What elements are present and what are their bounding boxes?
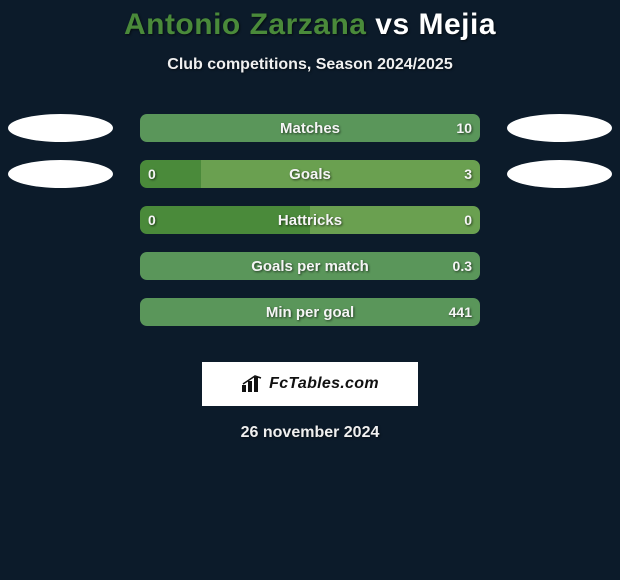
brand-badge: FcTables.com — [202, 362, 418, 406]
player-badge-right — [507, 160, 612, 188]
player-badge-left — [8, 114, 113, 142]
stat-label: Matches — [140, 114, 480, 142]
stat-bar: 10Matches — [140, 114, 480, 142]
title-left: Antonio Zarzana — [124, 8, 375, 41]
player-badge-left — [8, 160, 113, 188]
stat-row: 03Goals — [0, 160, 620, 206]
stat-bar: 0.3Goals per match — [140, 252, 480, 280]
stat-row: 0.3Goals per match — [0, 252, 620, 298]
stat-label: Hattricks — [140, 206, 480, 234]
brand-text: FcTables.com — [269, 375, 379, 393]
stat-label: Min per goal — [140, 298, 480, 326]
stat-label: Goals — [140, 160, 480, 188]
stat-bar: 00Hattricks — [140, 206, 480, 234]
stat-row: 10Matches — [0, 114, 620, 160]
bars-icon — [241, 375, 263, 393]
stat-row: 00Hattricks — [0, 206, 620, 252]
stat-rows: 10Matches 03Goals 00Hattricks 0.3Goals per … — [0, 114, 620, 344]
comparison-infographic: Antonio Zarzana vs Mejia Club competitio… — [0, 0, 620, 580]
stat-bar: 03Goals — [140, 160, 480, 188]
stat-bar: 441Min per goal — [140, 298, 480, 326]
page-title: Antonio Zarzana vs Mejia — [0, 0, 620, 42]
stat-label: Goals per match — [140, 252, 480, 280]
title-right: vs Mejia — [375, 8, 496, 41]
player-badge-right — [507, 114, 612, 142]
page-subtitle: Club competitions, Season 2024/2025 — [0, 56, 620, 74]
stat-row: 441Min per goal — [0, 298, 620, 344]
footer-date: 26 november 2024 — [0, 424, 620, 442]
